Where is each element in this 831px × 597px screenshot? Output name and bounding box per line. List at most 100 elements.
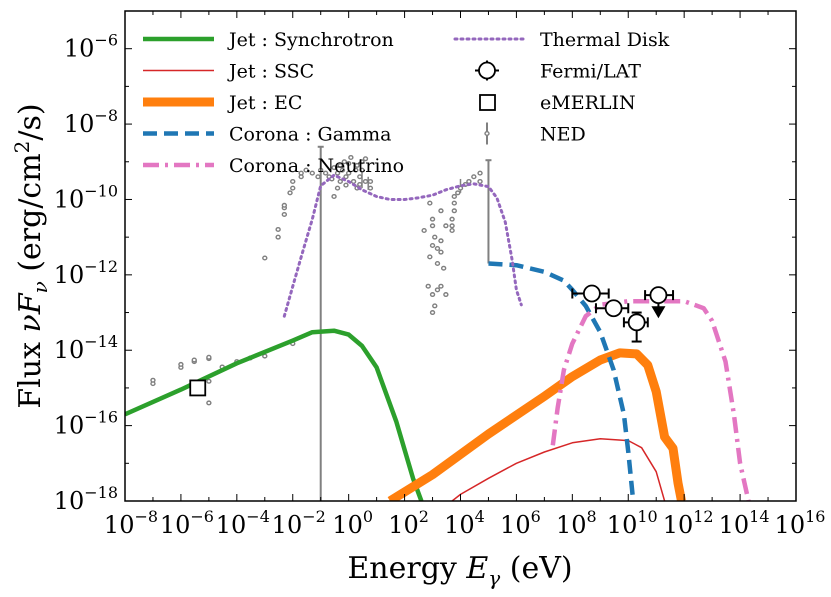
ned-point (343, 182, 349, 188)
legend-label-emerlin: eMERLIN (540, 92, 636, 114)
ned-point (449, 228, 455, 234)
ned-point (429, 216, 436, 222)
x-tick-label: 10−8 (104, 507, 158, 539)
legend-label-fermi-lat: Fermi/LAT (540, 61, 641, 83)
x-tick-label: 100 (332, 507, 373, 539)
x-tick-label: 1010 (607, 507, 658, 539)
ned-point (440, 265, 447, 271)
ned-point (477, 170, 483, 176)
y-tick-label: 10−10 (54, 181, 118, 213)
fermi-lat-point (582, 284, 601, 303)
ned-point (354, 162, 360, 168)
ned-point (455, 190, 461, 196)
y-tick-label: 10−14 (54, 332, 118, 364)
ned-point (367, 178, 374, 184)
legend-label-ned: NED (540, 124, 586, 146)
ned-point (191, 357, 197, 363)
ned-point (362, 178, 369, 184)
y-tick-label: 10−8 (64, 106, 118, 138)
y-axis-title: Flux νFν (erg/cm2/s) (10, 103, 52, 408)
ned-point (429, 243, 436, 249)
model-curves-layer (125, 173, 751, 501)
emerlin-point (189, 379, 207, 397)
series-thermal-disk (282, 173, 523, 318)
ned-point (353, 167, 359, 173)
ned-point (427, 254, 433, 260)
ned-point (421, 228, 427, 234)
ned-point (303, 167, 309, 173)
ned-point (290, 178, 296, 184)
ned-point (432, 234, 438, 240)
ned-point (449, 223, 455, 229)
observation-markers-layer (189, 284, 675, 397)
ned-point (290, 185, 296, 191)
ned-point (477, 178, 483, 184)
ned-point (357, 181, 363, 187)
ned-point (429, 223, 436, 229)
ned-point (429, 292, 436, 298)
x-tick-label: 1016 (775, 507, 826, 539)
x-tick-labels: 10−8 10−6 10−4 10−2 100 102 104 106 108 1010 1012 1… (104, 507, 826, 539)
legend-label-corona-neutrino: Corona : Neutrino (229, 155, 404, 177)
ned-point (281, 211, 288, 217)
fermi-lat-point (649, 286, 668, 305)
legend-swatch-emerlin (479, 94, 496, 111)
ned-point (425, 283, 431, 289)
ned-point (334, 170, 341, 176)
ned-data-layer (150, 145, 492, 501)
x-tick-label: 102 (388, 507, 429, 539)
legend: Jet : Synchrotron Jet : SSC Jet : EC Corona… (143, 29, 670, 177)
ned-point (322, 170, 329, 176)
ned-point (434, 260, 441, 266)
ned-point (206, 378, 212, 384)
ned-point (281, 202, 288, 208)
ned-point (443, 223, 449, 229)
legend-swatch-fermi-lat (478, 61, 496, 80)
y-tick-label: 10−18 (54, 483, 118, 515)
y-tick-label: 10−16 (54, 408, 118, 440)
ned-point (451, 193, 457, 199)
ned-point (438, 208, 444, 214)
ned-point (206, 354, 212, 360)
ned-point (206, 400, 212, 406)
ned-point (362, 156, 369, 162)
series-corona-neutrino (550, 298, 751, 501)
ned-point (345, 170, 352, 176)
ned-point (438, 283, 444, 289)
x-tick-label: 1012 (663, 507, 714, 539)
x-tick-label: 1014 (719, 507, 770, 539)
ned-point (451, 200, 457, 206)
ned-point (427, 200, 433, 206)
axis-ticks (124, 10, 797, 502)
ned-point (429, 310, 436, 316)
x-tick-label: 104 (444, 507, 485, 539)
ned-point (451, 208, 457, 214)
plot-frame (124, 10, 797, 502)
legend-label-thermal-disk: Thermal Disk (540, 29, 670, 51)
ned-point (331, 165, 337, 171)
ned-point (262, 255, 268, 261)
x-tick-label: 10−2 (272, 507, 326, 539)
ned-point (287, 190, 293, 196)
legend-label-jet-ssc: Jet : SSC (227, 61, 314, 83)
y-tick-labels: 10−18 10−16 10−14 10−12 10−10 10−8 10−6 (54, 31, 118, 515)
ned-point (432, 303, 438, 309)
ned-point (471, 174, 477, 180)
x-tick-label: 10−4 (216, 507, 270, 539)
ned-point (348, 154, 354, 160)
ned-point (298, 170, 304, 176)
fermi-lat-point (604, 299, 623, 318)
ned-point (343, 174, 349, 180)
x-tick-label: 108 (556, 507, 597, 539)
fermi-lat-point (627, 313, 646, 332)
ned-point (275, 234, 281, 240)
series-jet-ssc (451, 437, 666, 501)
ned-point (367, 185, 374, 191)
y-tick-label: 10−12 (54, 257, 118, 289)
ned-point (309, 170, 315, 176)
series-jet-ec (387, 348, 686, 501)
ned-point (178, 361, 184, 367)
series-jet-synchrotron (125, 328, 424, 501)
ned-point (337, 178, 343, 184)
